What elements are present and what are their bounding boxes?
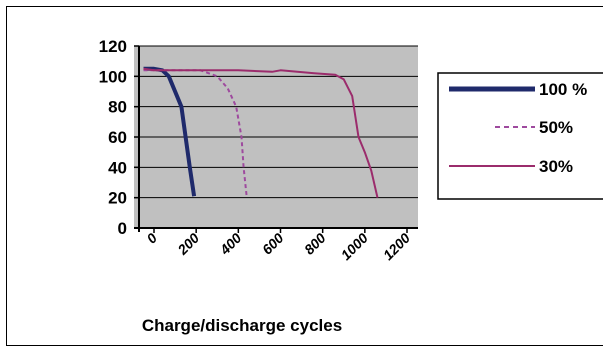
y-tick-label: 120: [99, 37, 127, 56]
y-tick-label: 80: [108, 98, 127, 117]
y-tick-label: 20: [108, 189, 127, 208]
x-ticks: 0 200 400 600 800 1000 1200: [143, 228, 413, 263]
y-tick-label: 60: [108, 128, 127, 147]
chart-frame: 0 20 40 60 80 100 120 0 200 400 600 800 1000 1200 Ch…: [6, 6, 603, 346]
legend-label-50: 50%: [539, 118, 573, 137]
x-tick-label: 600: [259, 230, 287, 258]
y-tick-label: 40: [108, 158, 127, 177]
legend-box: [437, 72, 603, 200]
x-tick-label: 400: [216, 230, 245, 259]
y-tick-label: 0: [118, 219, 127, 238]
series-line-2: [143, 67, 379, 198]
legend-label-30: 30%: [539, 157, 573, 176]
x-tick-label: 1200: [380, 230, 413, 263]
x-tick-label: 800: [301, 230, 329, 258]
legend-label-100: 100 %: [539, 80, 587, 99]
x-tick-label: 1000: [338, 230, 371, 263]
legend: 100 % 50% 30%: [437, 72, 603, 200]
x-axis-title: Charge/discharge cycles: [142, 316, 342, 335]
y-tick-label: 100: [99, 67, 127, 86]
x-tick-label: 0: [143, 230, 160, 247]
x-tick-label: 200: [174, 230, 203, 259]
series-layer: [143, 66, 379, 198]
y-ticks: 0 20 40 60 80 100 120: [99, 37, 139, 238]
chart-canvas: 0 20 40 60 80 100 120 0 200 400 600 800 1000 1200 Ch…: [99, 37, 603, 335]
